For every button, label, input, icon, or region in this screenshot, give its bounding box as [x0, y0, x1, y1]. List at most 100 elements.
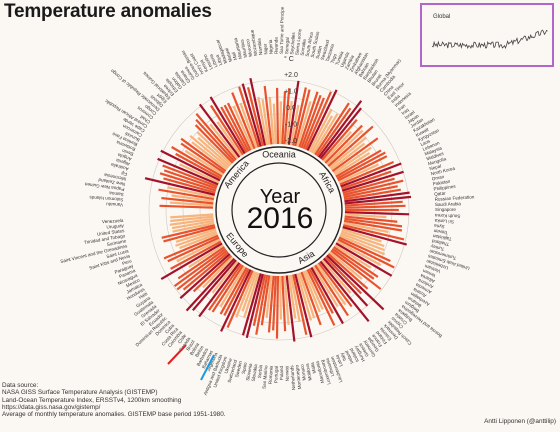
bar — [159, 204, 214, 209]
bar — [337, 155, 388, 182]
bar — [167, 186, 215, 198]
bar — [343, 219, 403, 232]
bar — [175, 228, 217, 243]
country-label: Malaysia — [424, 145, 443, 156]
bar — [198, 262, 241, 318]
bar — [223, 104, 250, 152]
bar — [175, 230, 217, 247]
bar — [263, 85, 273, 145]
country-label: Trinidad and Tobago — [84, 233, 126, 245]
bar — [272, 275, 277, 331]
bar — [173, 247, 227, 288]
bar — [211, 260, 239, 294]
bar — [209, 104, 244, 156]
bar — [159, 172, 217, 192]
bar — [289, 274, 301, 323]
bar — [216, 121, 243, 157]
bar — [306, 89, 338, 151]
country-label: Sierra Leone — [294, 28, 302, 55]
bar — [268, 96, 275, 145]
bar — [232, 105, 254, 150]
country-label: Mali — [231, 51, 238, 60]
country-label: Malawi — [224, 47, 233, 62]
bar — [317, 262, 353, 308]
bar — [344, 217, 403, 228]
bar — [185, 257, 236, 312]
bar — [189, 134, 230, 169]
bar — [314, 264, 349, 317]
radial-tick-label: -1.0 — [285, 122, 297, 129]
bar — [169, 201, 214, 207]
bar — [344, 195, 412, 205]
source-note: Data source: NASA GISS Surface Temperatu… — [2, 382, 226, 418]
bar — [170, 213, 214, 219]
bar — [192, 254, 233, 293]
country-label: Mongolia — [427, 156, 447, 166]
country-label: Nigeria — [268, 39, 274, 54]
bar — [170, 215, 214, 223]
bar — [324, 124, 363, 164]
country-label: Morocco — [245, 38, 253, 57]
country-label: Oman — [431, 174, 445, 181]
center-year: 2016 — [246, 202, 314, 235]
bar — [170, 240, 222, 270]
global-inset-panel[interactable]: Global — [420, 3, 554, 67]
page-title: Temperature anomalies — [4, 1, 212, 22]
bar — [343, 185, 398, 199]
bar — [243, 272, 260, 318]
country-label: Lebanon — [422, 140, 441, 152]
country-label: Samoa — [109, 191, 124, 197]
country-label: Philippines — [433, 184, 456, 192]
country-label: Angola — [117, 152, 133, 162]
country-label: Papua New Guinea — [84, 182, 125, 192]
country-label: Nepal — [429, 163, 442, 171]
country-label: Brazil — [185, 339, 195, 351]
country-label: Somalia — [300, 38, 307, 56]
bar — [322, 257, 369, 307]
country-label: Slovenia — [245, 363, 253, 382]
country-label: Sudan — [315, 45, 323, 60]
country-label: Qatar — [434, 191, 446, 197]
bar — [220, 269, 252, 332]
bar — [239, 102, 258, 149]
bar — [342, 226, 407, 246]
country-label: Sao Tome and Principe — [279, 6, 285, 54]
source-link[interactable]: https://data.giss.nasa.gov/gistemp/ — [2, 403, 101, 411]
bar — [247, 87, 264, 147]
country-label: South Africa — [305, 31, 314, 57]
bar — [316, 107, 352, 157]
country-label: Brunei — [371, 73, 383, 87]
bar — [334, 152, 371, 176]
country-label: Haiti — [138, 291, 148, 300]
bar — [191, 141, 228, 171]
country-label: Seychelles — [289, 31, 296, 54]
country-label: India — [390, 93, 401, 104]
country-label: Peru — [121, 258, 132, 266]
bar — [322, 130, 352, 163]
bar — [329, 136, 367, 169]
country-label: Mexico — [125, 277, 141, 288]
bar — [171, 219, 215, 230]
bar — [335, 242, 393, 277]
bar — [344, 211, 410, 216]
bar — [308, 108, 333, 152]
bar — [312, 265, 339, 307]
country-label: Tajikistan — [432, 233, 452, 241]
bar — [330, 249, 382, 290]
bar — [238, 86, 260, 148]
bar — [177, 246, 226, 280]
country-label: Slovakia — [251, 363, 259, 381]
country-label: Andorra — [417, 277, 434, 289]
bar — [342, 177, 395, 194]
bar — [338, 236, 391, 263]
country-label: Maldives — [426, 151, 445, 162]
country-label: Paraguay — [114, 263, 135, 275]
bar — [275, 87, 280, 145]
country-label: Lesotho — [202, 53, 214, 70]
country-label: Netherlands — [289, 365, 296, 391]
bar — [341, 230, 385, 248]
country-label: Burundi — [124, 131, 140, 143]
bar — [211, 264, 244, 313]
inset-label: Global — [433, 14, 451, 20]
bar — [319, 107, 362, 160]
